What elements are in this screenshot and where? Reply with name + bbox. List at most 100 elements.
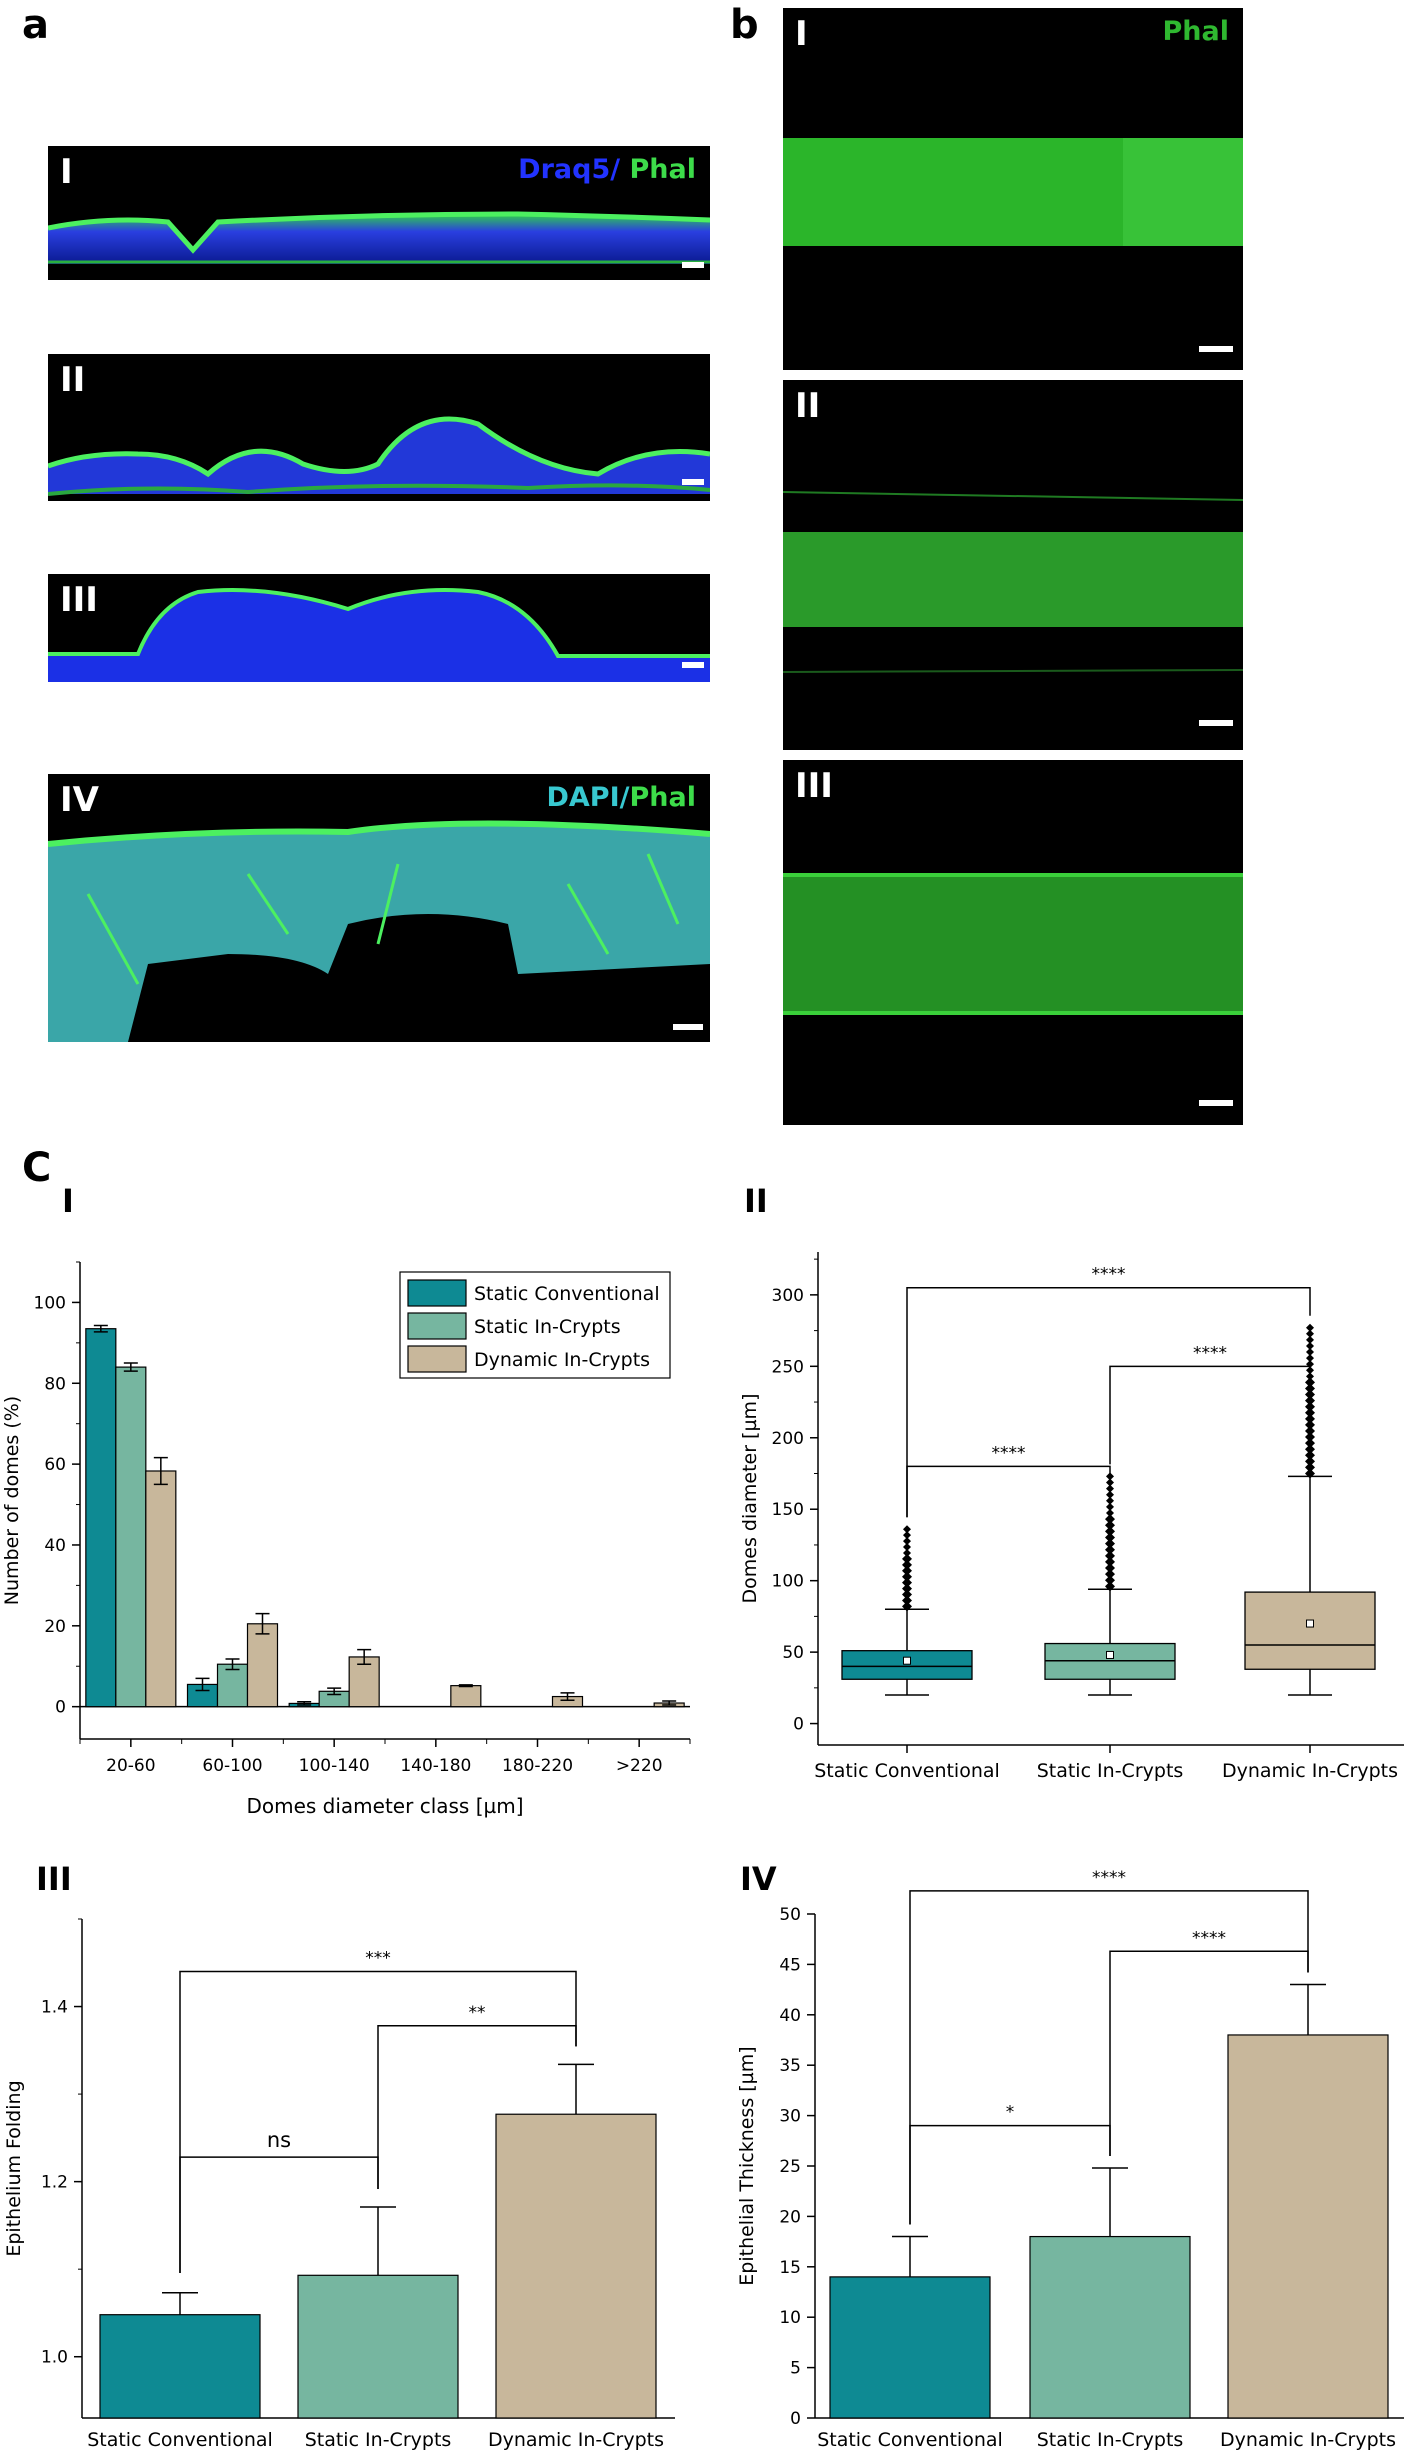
micrograph-a-i: I Draq5/ Phal	[48, 146, 710, 280]
outlier-point	[1305, 1407, 1315, 1418]
error-bar	[558, 2063, 594, 2115]
stain-draq5: Draq5/	[518, 154, 621, 185]
y-tick-label: 1.4	[41, 1998, 68, 2018]
micrograph-b-i: I Phal	[783, 8, 1243, 370]
mean-marker	[1106, 1650, 1114, 1659]
outlier-point	[1106, 1502, 1114, 1511]
outlier-point	[1105, 1538, 1115, 1549]
outlier-point	[1306, 1341, 1314, 1350]
x-tick-label: 140-180	[400, 1756, 471, 1776]
outlier-point	[1306, 1335, 1314, 1344]
outlier-point	[1105, 1550, 1115, 1561]
y-tick-label: 100	[772, 1572, 804, 1592]
x-tick-label: Static Conventional	[817, 2429, 1003, 2450]
outlier-point	[1305, 1462, 1315, 1473]
bar	[186, 1683, 219, 1708]
y-tick-label: 10	[779, 2308, 801, 2328]
outlier-point	[902, 1595, 912, 1606]
legend-label: Dynamic In-Crypts	[474, 1349, 650, 1371]
outlier-point	[903, 1525, 911, 1534]
scale-bar	[682, 662, 704, 668]
box	[1244, 1591, 1376, 1670]
outlier-point	[1305, 1425, 1315, 1436]
significance-bracket	[1109, 1365, 1311, 1465]
error-bar	[357, 1648, 372, 1665]
significance-label: ****	[1092, 1265, 1126, 1285]
y-tick-label: 30	[779, 2107, 801, 2127]
significance-bracket	[909, 1890, 1309, 2225]
chart-c-ii-label: II	[744, 1182, 768, 1220]
outlier-point	[902, 1583, 912, 1594]
outlier-point	[1105, 1544, 1115, 1555]
micrograph-a-iv: IV DAPI/Phal	[48, 774, 710, 1042]
micrograph-a-iii-label: III	[60, 580, 98, 620]
error-bar	[662, 1700, 677, 1706]
x-tick-label: Dynamic In-Crypts	[1220, 2429, 1396, 2450]
significance-label: ns	[267, 2128, 291, 2152]
x-axis-label: Domes diameter class [µm]	[246, 1794, 523, 1818]
outlier-point	[1105, 1569, 1115, 1580]
outlier-point	[1105, 1514, 1115, 1525]
outlier-point	[1306, 1366, 1314, 1375]
error-bar	[195, 1677, 210, 1692]
bar	[450, 1685, 482, 1708]
outlier-point	[1305, 1444, 1315, 1455]
micrograph-a-iii-image	[48, 588, 710, 682]
y-tick-label: 50	[782, 1643, 804, 1663]
significance-label: *	[1006, 2103, 1015, 2123]
y-tick-label: 1.2	[41, 2173, 68, 2193]
y-tick-label: 1.0	[41, 2348, 68, 2368]
scale-bar	[682, 479, 704, 485]
micrograph-b-i-image	[783, 138, 1243, 246]
y-tick-label: 250	[772, 1357, 804, 1377]
micrograph-a-i-label: I	[60, 152, 73, 192]
y-tick-label: 40	[44, 1536, 66, 1556]
micrograph-a-iii: III	[48, 574, 710, 682]
micrograph-a-iv-stain: DAPI/Phal	[546, 782, 696, 813]
bar	[495, 2113, 657, 2419]
significance-bracket	[906, 1286, 1311, 1518]
y-tick-label: 200	[772, 1429, 804, 1449]
y-tick-label: 15	[779, 2258, 801, 2278]
micrograph-a-iv-label: IV	[60, 780, 99, 820]
outlier-point	[1105, 1575, 1115, 1586]
y-axis-label: Epithelium Folding	[3, 2080, 25, 2256]
significance-bracket	[1109, 1950, 1309, 2157]
micrograph-b-i-stain: Phal	[1162, 16, 1230, 47]
bar	[99, 2314, 261, 2419]
micrograph-a-i-image	[48, 211, 710, 264]
outlier-point	[902, 1589, 912, 1600]
x-tick-label: Static Conventional	[87, 2429, 273, 2450]
box	[841, 1650, 973, 1680]
legend-swatch	[407, 1345, 467, 1373]
chart-c-iv-label: IV	[740, 1860, 777, 1898]
significance-bracket	[179, 1970, 577, 2274]
significance-label: ***	[365, 1949, 391, 1969]
y-tick-label: 5	[790, 2359, 801, 2379]
bar	[85, 1328, 117, 1708]
bar	[288, 1702, 320, 1708]
micrograph-a-ii-image	[48, 416, 710, 496]
y-axis-label: Epithelial Thickness [µm]	[736, 2046, 758, 2285]
y-tick-label: 50	[779, 1905, 801, 1925]
error-bar	[297, 1701, 312, 1706]
error-bar	[255, 1612, 270, 1635]
outlier-point	[1105, 1556, 1115, 1567]
legend-label: Static In-Crypts	[474, 1316, 621, 1338]
outlier-point	[1106, 1496, 1114, 1505]
micrograph-b-ii-label: II	[795, 386, 821, 426]
micrograph-a-iv-image	[48, 820, 710, 1042]
outlier-point	[1306, 1354, 1314, 1363]
y-tick-label: 0	[790, 2409, 801, 2429]
mean-marker	[903, 1656, 911, 1665]
y-tick-label: 0	[55, 1698, 66, 1718]
error-bar	[93, 1324, 108, 1333]
x-tick-label: 20-60	[106, 1756, 155, 1776]
significance-bracket	[909, 2124, 1111, 2225]
x-tick-label: Static In-Crypts	[305, 2429, 452, 2450]
legend-label: Static Conventional	[474, 1283, 660, 1305]
outlier-point	[1105, 1563, 1115, 1574]
y-tick-label: 300	[772, 1286, 804, 1306]
outlier-point	[902, 1553, 912, 1564]
outlier-point	[1305, 1419, 1315, 1430]
